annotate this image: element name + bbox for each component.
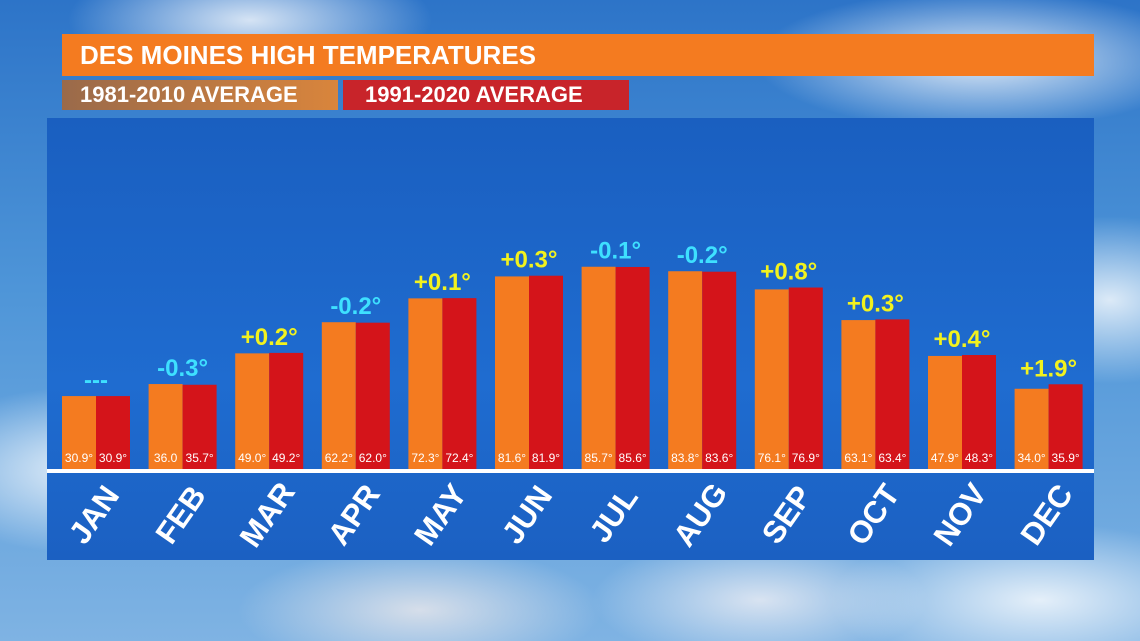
bar-1991-2020-apr <box>355 322 390 469</box>
difference-label-apr: -0.2° <box>330 293 381 320</box>
month-label-mar: MAR <box>233 476 302 554</box>
value-label-1981-2010-aug: 83.8° <box>671 451 699 465</box>
value-label-1991-2020-may: 72.4° <box>445 451 473 465</box>
month-label-oct: OCT <box>840 478 906 552</box>
bar-1991-2020-nov <box>962 355 996 469</box>
value-label-1991-2020-apr: 62.0° <box>359 451 387 465</box>
value-label-1981-2010-nov: 47.9° <box>931 451 959 465</box>
month-label-feb: FEB <box>149 479 213 550</box>
bar-1981-2010-nov <box>928 355 962 469</box>
value-label-1981-2010-apr: 62.2° <box>325 451 353 465</box>
value-label-1991-2020-mar: 49.2° <box>272 451 300 465</box>
chart-panel: 30.9° 30.9° --- JAN 36.0 35.7° -0.3° FEB 49.0° 49… <box>47 118 1094 560</box>
difference-label-dec: +1.9° <box>1020 355 1077 382</box>
bar-chart: 30.9° 30.9° --- JAN 36.0 35.7° -0.3° FEB 49.0° 49… <box>47 238 1094 554</box>
bar-1991-2020-jul <box>615 266 650 469</box>
value-label-1981-2010-sep: 76.1° <box>758 451 786 465</box>
difference-label-may: +0.1° <box>414 269 471 296</box>
value-label-1981-2010-dec: 34.0° <box>1018 451 1046 465</box>
bar-1991-2020-mar <box>269 352 304 469</box>
month-label-jan: JAN <box>62 479 126 550</box>
value-label-1981-2010-jun: 81.6° <box>498 451 526 465</box>
x-axis-line <box>47 469 1094 473</box>
bar-1981-2010-feb <box>148 384 183 469</box>
value-label-1991-2020-jan: 30.9° <box>99 451 127 465</box>
difference-label-jun: +0.3° <box>501 247 558 274</box>
difference-label-jul: -0.1° <box>590 238 641 265</box>
bar-1991-2020-may <box>442 298 477 469</box>
value-label-1991-2020-jun: 81.9° <box>532 451 560 465</box>
month-label-jun: JUN <box>495 479 559 550</box>
month-label-dec: DEC <box>1014 478 1080 552</box>
bar-1991-2020-sep <box>788 287 823 469</box>
value-label-1981-2010-may: 72.3° <box>411 451 439 465</box>
value-label-1991-2020-feb: 35.7° <box>186 451 214 465</box>
bar-1981-2010-dec <box>1014 388 1049 469</box>
bar-1991-2020-aug <box>702 271 737 469</box>
chart-title: DES MOINES HIGH TEMPERATURES <box>62 34 1094 76</box>
value-label-1991-2020-sep: 76.9° <box>792 451 820 465</box>
value-label-1991-2020-nov: 48.3° <box>965 451 993 465</box>
difference-label-mar: +0.2° <box>241 324 298 351</box>
value-label-1981-2010-feb: 36.0 <box>154 451 178 465</box>
legend-series-1991-2020: 1991-2020 AVERAGE <box>343 80 629 110</box>
month-label-may: MAY <box>407 477 474 551</box>
bar-1991-2020-oct <box>875 319 910 469</box>
bar-1991-2020-jan <box>96 396 130 469</box>
value-label-1981-2010-mar: 49.0° <box>238 451 266 465</box>
bar-1991-2020-dec <box>1048 384 1083 469</box>
month-label-jul: JUL <box>583 481 645 549</box>
bar-1981-2010-apr <box>321 322 356 469</box>
bar-1981-2010-sep <box>754 289 789 469</box>
bar-1981-2010-jan <box>62 396 96 469</box>
difference-label-aug: -0.2° <box>677 242 728 269</box>
value-label-1991-2020-oct: 63.4° <box>878 451 906 465</box>
difference-label-sep: +0.8° <box>760 259 817 286</box>
difference-label-nov: +0.4° <box>934 326 991 353</box>
month-label-apr: APR <box>321 478 387 552</box>
value-label-1981-2010-jul: 85.7° <box>585 451 613 465</box>
value-label-1991-2020-aug: 83.6° <box>705 451 733 465</box>
value-label-1991-2020-dec: 35.9° <box>1052 451 1080 465</box>
value-label-1981-2010-jan: 30.9° <box>65 451 93 465</box>
bar-1981-2010-may <box>408 298 443 469</box>
value-label-1991-2020-jul: 85.6° <box>619 451 647 465</box>
value-label-1981-2010-oct: 63.1° <box>844 451 872 465</box>
difference-label-oct: +0.3° <box>847 290 904 317</box>
bar-1981-2010-mar <box>235 353 270 469</box>
bar-1981-2010-aug <box>668 271 703 469</box>
legend-series-1981-2010: 1981-2010 AVERAGE <box>62 80 338 110</box>
month-label-nov: NOV <box>927 477 994 552</box>
month-label-sep: SEP <box>755 479 819 550</box>
bar-1991-2020-feb <box>182 384 217 469</box>
bar-1981-2010-oct <box>841 320 876 469</box>
bar-1981-2010-jun <box>495 276 529 469</box>
difference-label-feb: -0.3° <box>157 355 208 382</box>
bar-1991-2020-jun <box>529 275 563 469</box>
difference-label-jan: --- <box>84 367 108 394</box>
bar-1981-2010-jul <box>581 266 616 469</box>
month-label-aug: AUG <box>666 476 734 553</box>
